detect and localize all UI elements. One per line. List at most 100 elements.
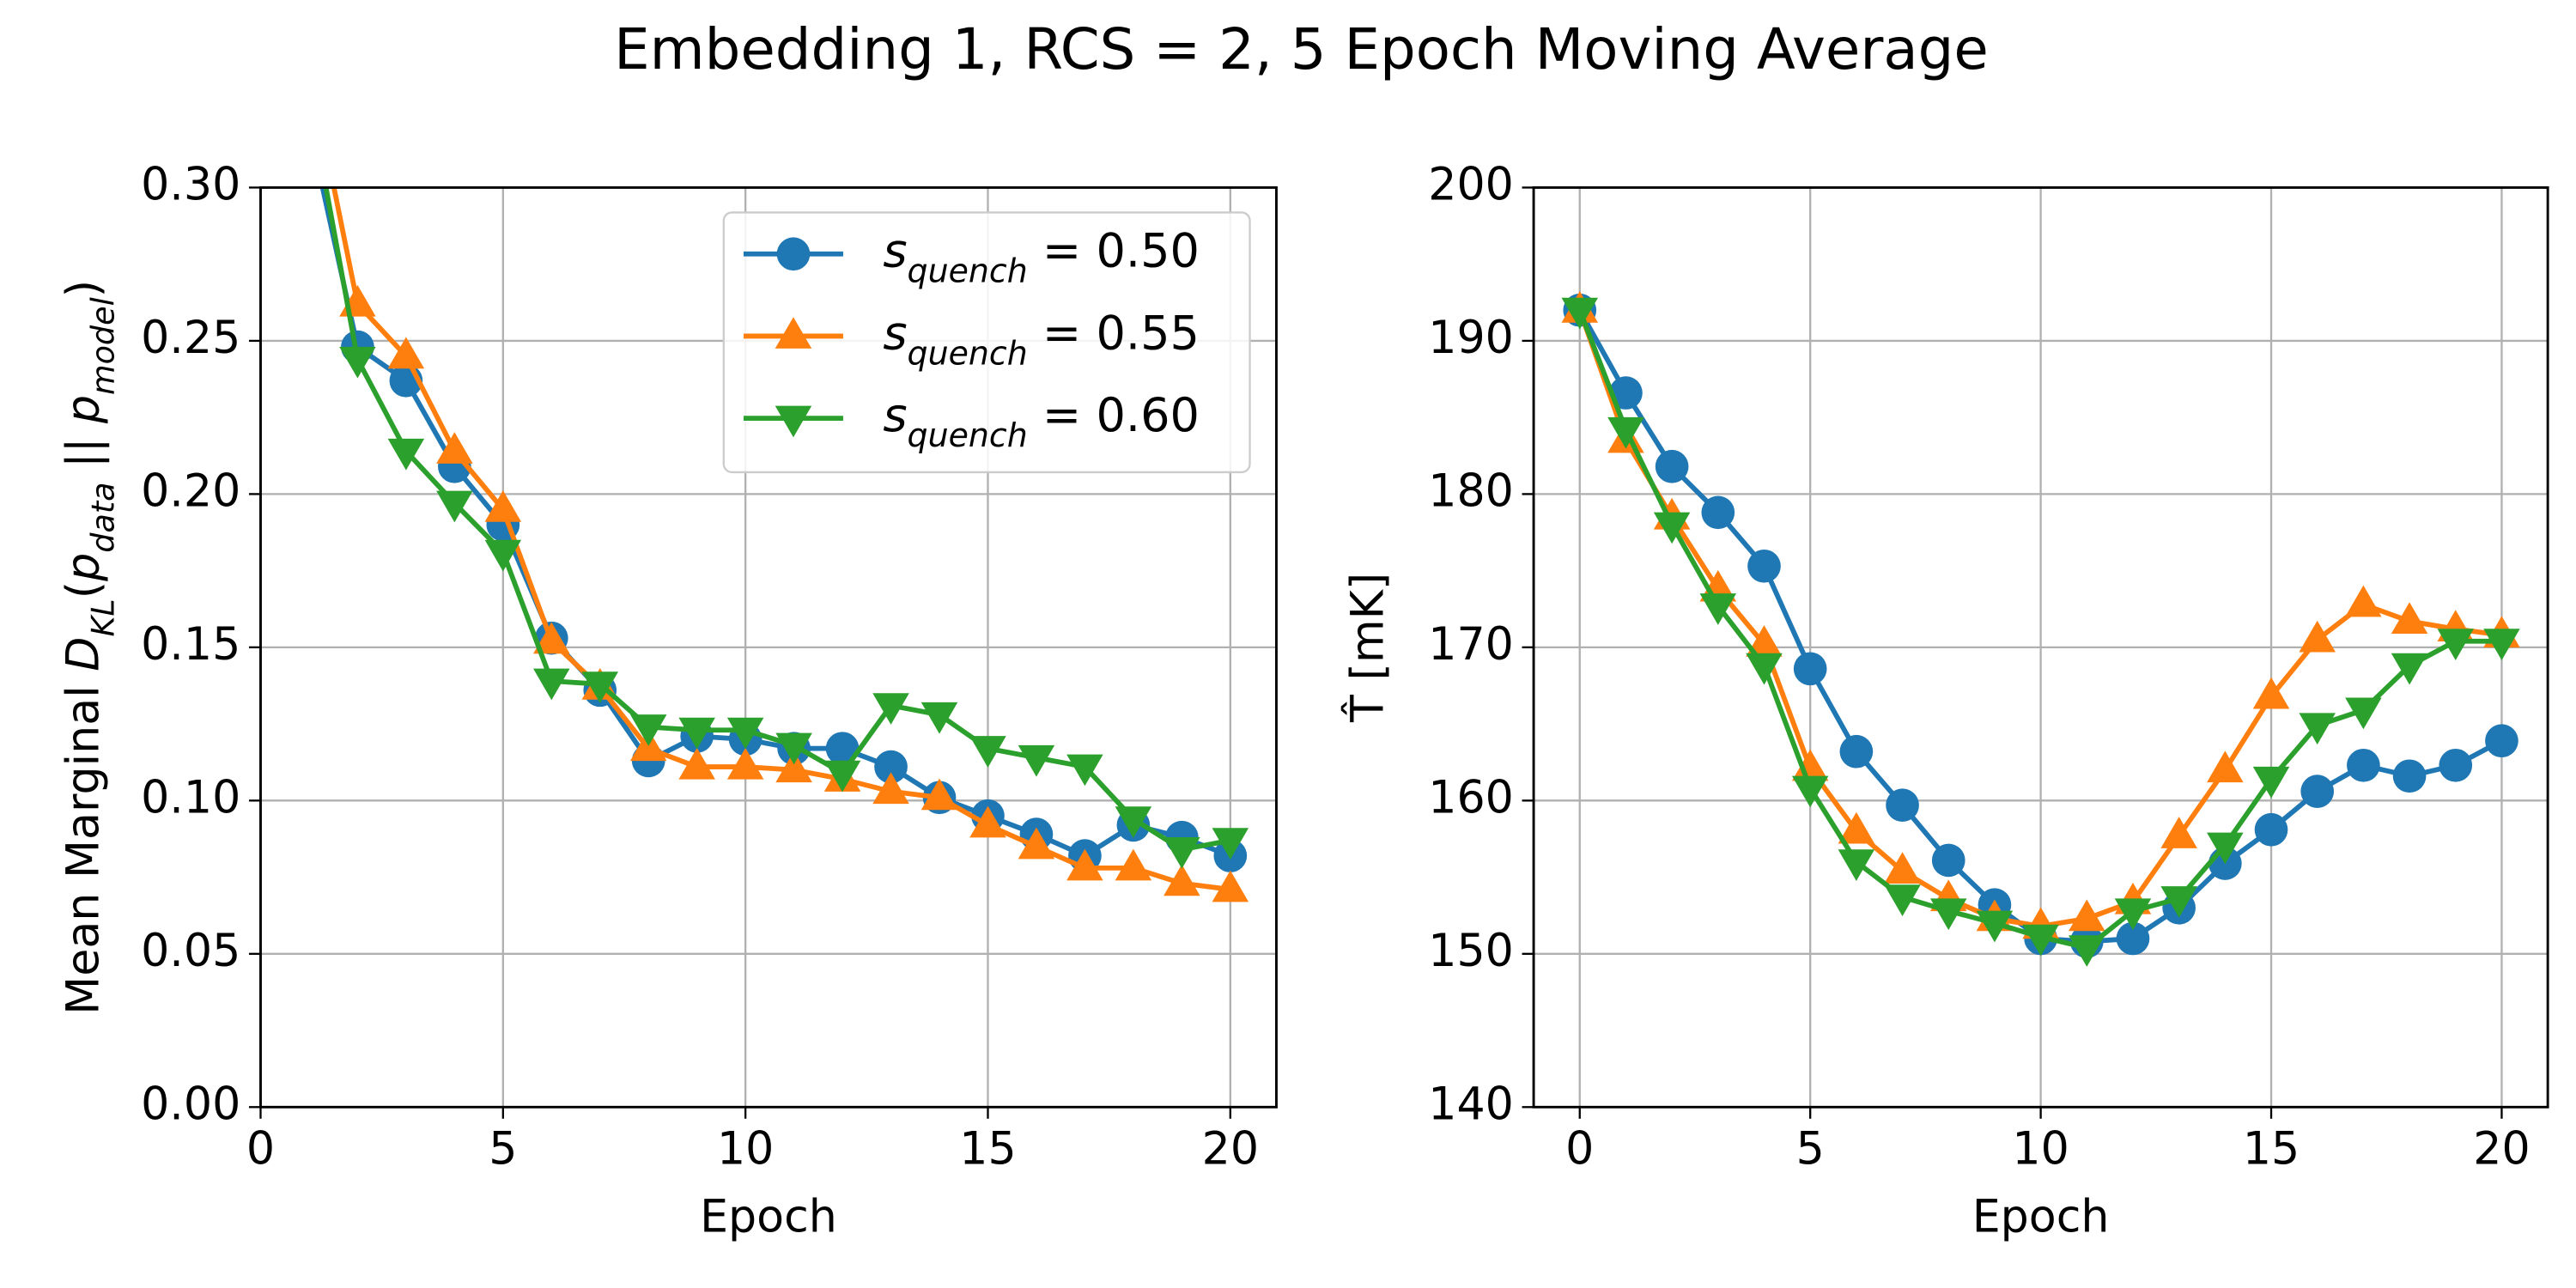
marker (484, 539, 522, 572)
marker (1212, 870, 1249, 902)
marker (339, 346, 376, 379)
legend-box (722, 211, 1251, 474)
marker (825, 732, 860, 765)
marker (1163, 836, 1200, 869)
y-tick-label: 0.15 (141, 619, 240, 671)
marker (2252, 677, 2290, 709)
marker (1066, 848, 1103, 881)
marker (1791, 775, 1829, 808)
marker (1653, 512, 1691, 544)
x-tick-label: 20 (1202, 1123, 1259, 1175)
marker (2439, 748, 2473, 782)
marker (2345, 585, 2382, 617)
marker (678, 717, 715, 750)
x-tick-label: 10 (2012, 1123, 2069, 1175)
marker (2299, 713, 2336, 745)
marker (436, 432, 473, 464)
y-tick-label: 140 (1428, 1078, 1514, 1130)
x-tick-label: 5 (1796, 1123, 1825, 1175)
plot-area (319, 187, 1249, 902)
y-tick-label: 0.05 (141, 926, 240, 977)
marker (726, 747, 764, 780)
marker (1838, 811, 1875, 844)
marker (1699, 593, 1737, 625)
legend-label: squench = 0.50 (883, 223, 1200, 289)
marker (2391, 602, 2428, 635)
y-tick-label: 0.00 (141, 1078, 240, 1130)
marker (1607, 416, 1644, 449)
marker (2207, 750, 2244, 783)
marker (1791, 749, 1829, 781)
marker (775, 317, 812, 349)
marker (629, 714, 667, 746)
y-tick-label: 190 (1428, 313, 1514, 364)
marker (581, 671, 619, 703)
marker (2437, 629, 2475, 660)
marker (2069, 935, 2105, 967)
marker (1884, 852, 1921, 884)
y-tick-label: 180 (1428, 465, 1514, 517)
marker (1884, 884, 1921, 917)
marker (775, 732, 812, 765)
marker (1746, 625, 1783, 657)
marker (2252, 766, 2290, 799)
marker (1066, 754, 1103, 787)
x-tick-label: 5 (489, 1123, 517, 1175)
marker (1931, 843, 1965, 878)
marker (2391, 653, 2428, 685)
marker (969, 736, 1006, 768)
marker (2299, 620, 2336, 653)
marker (2485, 724, 2518, 758)
axes-frame (1532, 185, 2549, 1109)
marker (1838, 849, 1875, 881)
legend-label: squench = 0.60 (883, 388, 1200, 454)
y-tick-label: 150 (1428, 926, 1514, 977)
marker (1163, 864, 1200, 896)
y-axis-label: Mean Marginal DKL(pdata || pmodel) (58, 280, 122, 1015)
x-axis-label: Epoch (700, 1192, 837, 1243)
marker (2207, 832, 2244, 865)
legend-label: squench = 0.55 (883, 306, 1200, 372)
marker (1976, 910, 2014, 943)
marker (2160, 886, 2197, 918)
marker (1929, 898, 1967, 931)
marker (1212, 828, 1249, 860)
y-tick-label: 200 (1428, 159, 1514, 210)
marker (1018, 827, 1055, 860)
figure-title: Embedding 1, RCS = 2, 5 Epoch Moving Ave… (614, 17, 1989, 82)
marker (872, 772, 909, 805)
marker (387, 337, 425, 369)
x-tick-label: 10 (717, 1123, 774, 1175)
marker (1115, 848, 1152, 881)
y-tick-label: 0.25 (141, 313, 240, 364)
marker (823, 760, 861, 793)
marker (436, 490, 473, 523)
marker (1115, 806, 1152, 838)
x-axis-label: Epoch (1972, 1192, 2110, 1243)
marker (920, 702, 958, 734)
marker (920, 778, 958, 811)
marker (387, 438, 425, 471)
marker (2483, 629, 2520, 660)
y-tick-label: 0.10 (141, 772, 240, 823)
marker (872, 693, 909, 725)
marker (1018, 744, 1055, 777)
marker (1655, 449, 1689, 483)
marker (533, 668, 570, 701)
marker (484, 490, 522, 522)
marker (776, 237, 811, 271)
marker (2069, 899, 2105, 932)
plot-area (1561, 290, 2520, 967)
x-tick-label: 0 (246, 1123, 275, 1175)
marker (2114, 898, 2152, 931)
axes-frame (259, 185, 1278, 1109)
x-tick-label: 20 (2473, 1123, 2530, 1175)
marker (2300, 775, 2335, 808)
marker (2022, 924, 2059, 957)
marker (2392, 759, 2427, 793)
marker (2160, 817, 2197, 848)
marker (1701, 495, 1735, 530)
y-tick-label: 160 (1428, 772, 1514, 823)
